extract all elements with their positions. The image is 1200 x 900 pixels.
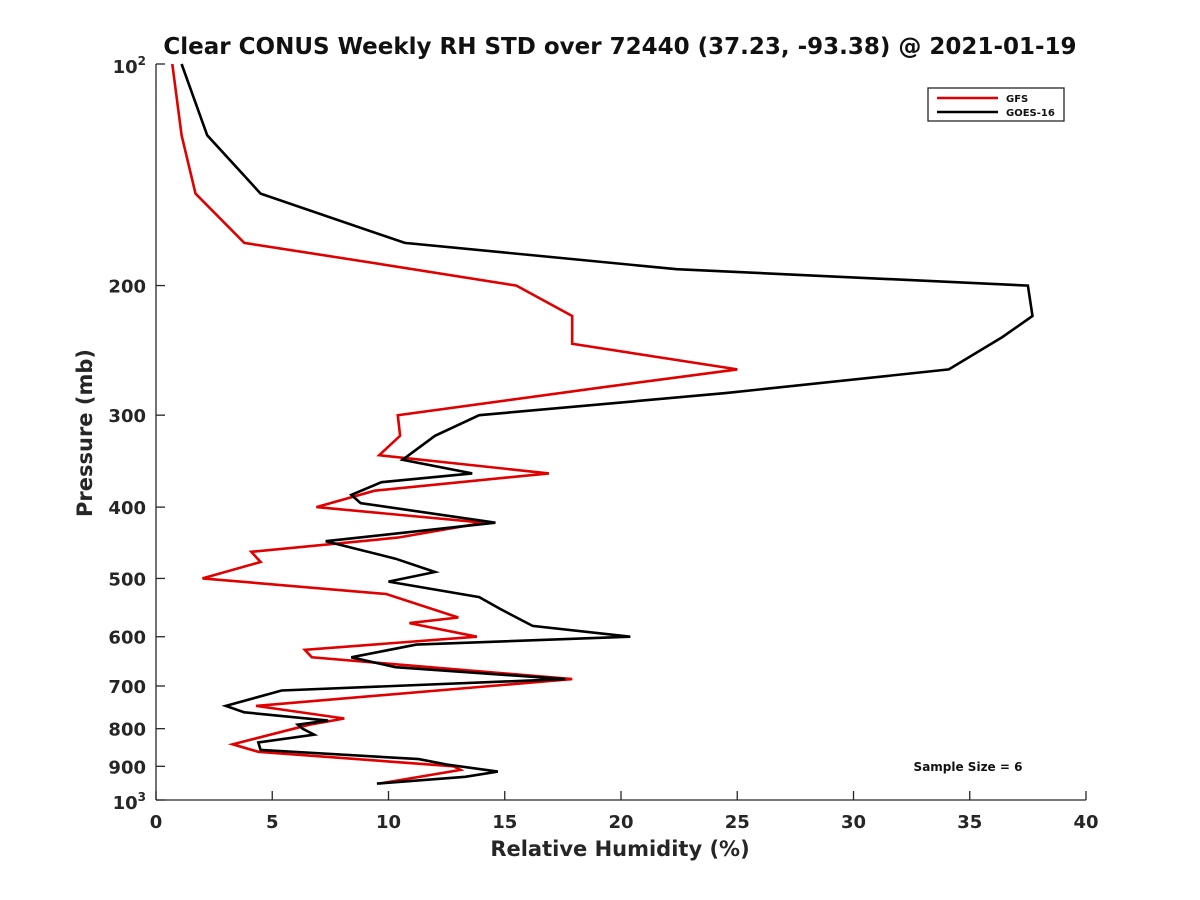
y-tick-label: 200 [108,277,146,298]
legend-label-goes-16: GOES-16 [1006,108,1055,119]
plot-series [171,63,1034,785]
y-tick-label: 102 [113,54,146,78]
plot-axes: 0 5 10 15 20 25 30 35 40102200300400500600700800… [108,54,1098,833]
x-tick-label: 25 [725,812,750,833]
y-tick-label: 800 [108,720,146,741]
legend-label-gfs: GFS [1006,94,1028,105]
chart-title: Clear CONUS Weekly RH STD over 72440 (37… [163,34,1076,60]
legend-box [927,87,1065,122]
series-line-goes-16 [180,63,1034,785]
x-axis-label: Relative Humidity (%) [490,837,749,861]
y-tick-label: 500 [108,569,146,590]
x-tick-label: 5 [266,812,279,833]
sample-size-annotation: Sample Size = 6 [914,760,1023,774]
y-tick-base: 10 [113,57,138,78]
y-tick-label: 900 [108,757,146,778]
x-tick-label: 30 [841,812,866,833]
x-tick-label: 35 [957,812,982,833]
y-tick-label: 600 [108,628,146,649]
x-tick-label: 10 [376,812,401,833]
y-tick-label: 700 [108,677,146,698]
x-tick-label: 20 [608,812,633,833]
x-tick-label: 15 [492,812,517,833]
y-tick-exponent: 2 [138,54,146,68]
series-line-gfs [171,63,738,785]
y-tick-exponent: 3 [138,790,146,804]
legend: GFS GOES-16 [927,87,1065,122]
y-tick-label: 400 [108,498,146,519]
x-tick-label: 40 [1073,812,1098,833]
y-tick-label: 300 [108,406,146,427]
y-tick-base: 10 [113,793,138,814]
x-tick-label: 0 [150,812,163,833]
y-axis-label: Pressure (mb) [73,349,97,517]
y-tick-label: 103 [113,790,146,814]
